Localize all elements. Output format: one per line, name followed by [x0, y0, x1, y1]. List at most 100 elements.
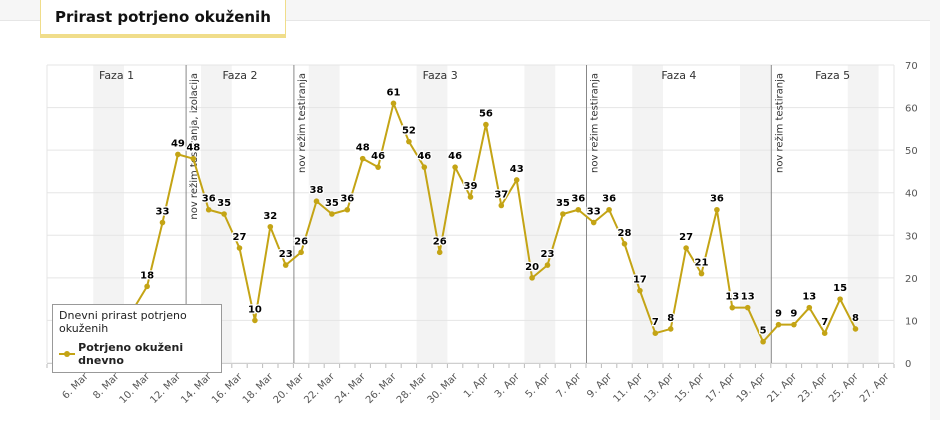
data-point [590, 219, 597, 226]
legend-item[interactable]: Potrjeno okuženi dnevno [59, 341, 215, 367]
data-point [652, 330, 659, 337]
y-tick-label: 0 [905, 359, 911, 370]
weekend-band [740, 65, 771, 363]
x-tick-label: 18. Mar [241, 371, 276, 406]
data-point [806, 304, 813, 311]
x-tick-label: 27. Apr [858, 371, 892, 405]
data-point [513, 177, 520, 183]
data-label: 27 [233, 232, 247, 243]
data-label: 20 [525, 262, 539, 273]
data-point [791, 321, 797, 328]
data-label: 33 [587, 207, 601, 218]
data-point [606, 206, 612, 213]
data-point [529, 275, 535, 281]
data-label: 48 [356, 143, 370, 154]
data-point [344, 206, 351, 213]
data-point [175, 151, 181, 158]
data-label: 43 [510, 164, 524, 175]
phase-divider-label: nov režim testiranja [296, 73, 308, 173]
data-label: 8 [852, 313, 859, 324]
x-tick-label: 13. Apr [642, 371, 676, 405]
y-tick-label: 60 [905, 104, 918, 115]
data-point [190, 155, 197, 162]
data-point [390, 100, 397, 107]
data-label: 26 [294, 236, 308, 247]
x-tick-label: 21. Apr [766, 371, 800, 405]
data-label: 7 [652, 317, 659, 328]
x-tick-label: 30. Mar [426, 371, 461, 406]
data-point [375, 164, 381, 170]
data-point [329, 211, 335, 217]
chart-legend[interactable]: Dnevni prirast potrjeno okuženih Potrjen… [52, 304, 222, 373]
data-label: 5 [760, 326, 767, 337]
data-point [498, 202, 505, 209]
data-label: 38 [310, 185, 324, 196]
x-tick-label: 28. Mar [395, 371, 430, 406]
x-tick-label: 26. Mar [364, 371, 399, 406]
weekend-band [524, 65, 556, 363]
data-label: 8 [667, 313, 674, 324]
data-point [298, 249, 304, 256]
data-point [144, 283, 150, 290]
data-point [205, 206, 212, 213]
legend-item-label: Potrjeno okuženi dnevno [78, 341, 184, 367]
y-tick-label: 70 [905, 61, 918, 72]
phase-divider-label: nov režim testiranja, izolacija [188, 73, 200, 220]
x-tick-label: 20. Mar [272, 371, 307, 406]
data-point [575, 206, 582, 213]
data-point [436, 249, 443, 256]
data-label: 23 [541, 249, 555, 260]
data-point [698, 270, 705, 277]
data-point [452, 164, 458, 170]
data-point [852, 326, 859, 332]
data-label: 13 [725, 292, 739, 303]
x-tick-label: 12. Mar [148, 371, 183, 406]
data-point [729, 304, 736, 311]
x-tick-label: 7. Apr [554, 371, 584, 401]
data-point [282, 262, 289, 268]
x-tick-label: 23. Apr [796, 371, 830, 405]
data-label: 52 [402, 126, 416, 137]
data-point [313, 198, 320, 205]
data-label: 23 [279, 249, 293, 260]
phase-name-label: Faza 3 [423, 69, 458, 82]
x-tick-label: 10. Mar [118, 371, 153, 406]
data-point [483, 121, 489, 128]
legend-title: Dnevni prirast potrjeno okuženih [59, 309, 187, 335]
y-tick-label: 40 [905, 189, 918, 200]
data-label: 56 [479, 109, 493, 120]
data-point [821, 330, 828, 337]
data-label: 36 [340, 194, 354, 205]
x-tick-label: 3. Apr [493, 371, 523, 401]
data-point [406, 138, 412, 145]
data-label: 18 [140, 270, 154, 281]
y-tick-label: 50 [905, 146, 918, 157]
data-label: 32 [263, 211, 277, 222]
data-point [621, 241, 628, 247]
x-tick-label: 8. Mar [91, 371, 122, 402]
data-label: 36 [602, 194, 616, 205]
y-tick-label: 10 [905, 316, 918, 327]
x-tick-label: 14. Mar [179, 371, 214, 406]
data-point [236, 245, 243, 251]
data-point [421, 164, 428, 170]
x-tick-label: 24. Mar [333, 371, 368, 406]
phase-name-label: Faza 2 [222, 69, 257, 82]
data-label: 35 [217, 198, 231, 209]
data-point [683, 245, 689, 251]
data-point [837, 296, 843, 302]
data-label: 46 [417, 151, 431, 162]
data-point [359, 155, 366, 162]
data-label: 46 [448, 151, 462, 162]
data-point [544, 262, 551, 268]
y-tick-label: 20 [905, 274, 918, 285]
x-tick-label: 17. Apr [704, 371, 738, 405]
phase-divider-label: nov režim testiranja [773, 73, 785, 173]
data-label: 49 [171, 138, 185, 149]
data-label: 26 [433, 236, 447, 247]
data-label: 36 [710, 194, 724, 205]
x-tick-label: 15. Apr [673, 371, 707, 405]
data-label: 7 [821, 317, 828, 328]
x-tick-label: 9. Apr [585, 371, 615, 401]
